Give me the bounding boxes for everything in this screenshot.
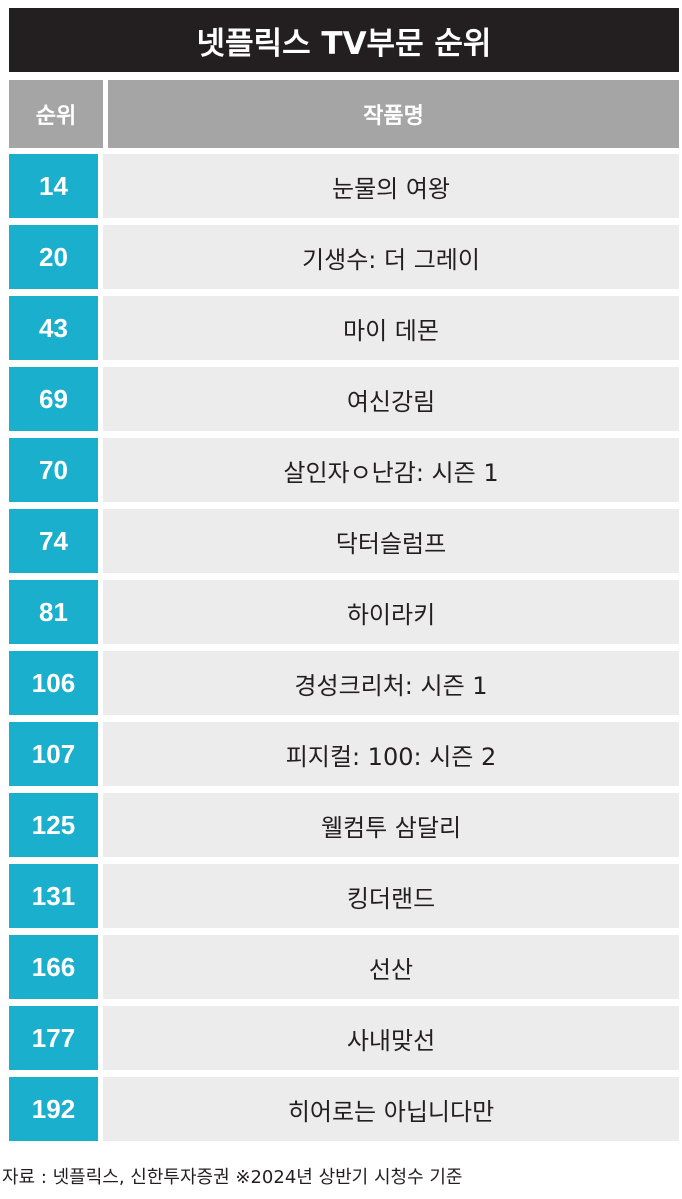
rank-cell: 131: [9, 864, 98, 928]
table-row: 166 선산: [9, 935, 679, 999]
table-row: 131 킹더랜드: [9, 864, 679, 928]
table-row: 14 눈물의 여왕: [9, 154, 679, 218]
title-cell: 피지컬: 100: 시즌 2: [103, 722, 679, 786]
title-cell: 기생수: 더 그레이: [103, 225, 679, 289]
title-cell: 웰컴투 삼달리: [103, 793, 679, 857]
rank-cell: 43: [9, 296, 98, 360]
title-cell: 살인자ㅇ난감: 시즌 1: [103, 438, 679, 502]
header-rank: 순위: [9, 80, 103, 148]
title-cell: 히어로는 아닙니다만: [103, 1077, 679, 1141]
table-row: 81 하이라키: [9, 580, 679, 644]
rank-cell: 166: [9, 935, 98, 999]
table-row: 74 닥터슬럼프: [9, 509, 679, 573]
table-row: 125 웰컴투 삼달리: [9, 793, 679, 857]
rank-cell: 125: [9, 793, 98, 857]
table-row: 69 여신강림: [9, 367, 679, 431]
title-cell: 선산: [103, 935, 679, 999]
rank-cell: 106: [9, 651, 98, 715]
table-row: 43 마이 데몬: [9, 296, 679, 360]
title-cell: 닥터슬럼프: [103, 509, 679, 573]
title-cell: 마이 데몬: [103, 296, 679, 360]
rank-cell: 14: [9, 154, 98, 218]
table-title: 넷플릭스 TV부문 순위: [9, 8, 679, 72]
rank-cell: 177: [9, 1006, 98, 1070]
source-note: 자료 : 넷플릭스, 신한투자증권 ※2024년 상반기 시청수 기준: [2, 1167, 463, 1188]
table-row: 177 사내맞선: [9, 1006, 679, 1070]
title-cell: 하이라키: [103, 580, 679, 644]
header-title: 작품명: [108, 80, 679, 148]
rank-cell: 81: [9, 580, 98, 644]
title-cell: 사내맞선: [103, 1006, 679, 1070]
title-cell: 킹더랜드: [103, 864, 679, 928]
rank-cell: 192: [9, 1077, 98, 1141]
table-row: 107 피지컬: 100: 시즌 2: [9, 722, 679, 786]
table-row: 20 기생수: 더 그레이: [9, 225, 679, 289]
rank-cell: 69: [9, 367, 98, 431]
title-cell: 경성크리처: 시즌 1: [103, 651, 679, 715]
rank-cell: 70: [9, 438, 98, 502]
table-row: 192 히어로는 아닙니다만: [9, 1077, 679, 1141]
title-cell: 눈물의 여왕: [103, 154, 679, 218]
table-row: 70 살인자ㅇ난감: 시즌 1: [9, 438, 679, 502]
rank-cell: 74: [9, 509, 98, 573]
rank-cell: 107: [9, 722, 98, 786]
rank-cell: 20: [9, 225, 98, 289]
title-cell: 여신강림: [103, 367, 679, 431]
table-row: 106 경성크리처: 시즌 1: [9, 651, 679, 715]
